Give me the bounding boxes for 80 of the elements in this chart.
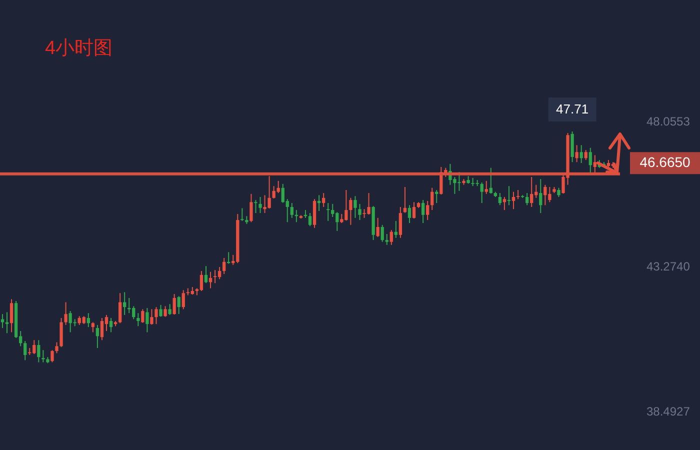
candlestick xyxy=(489,167,492,194)
candlestick xyxy=(570,130,574,163)
candlestick xyxy=(408,204,412,224)
candlestick xyxy=(141,308,144,324)
candlestick xyxy=(412,202,416,220)
candlestick xyxy=(580,144,583,164)
candlestick xyxy=(172,294,176,316)
y-tick-label: 43.2740 xyxy=(646,260,690,274)
candlestick xyxy=(37,340,40,363)
candlestick xyxy=(5,312,9,334)
candlestick xyxy=(512,191,516,210)
candlestick xyxy=(164,306,167,318)
candlestick xyxy=(42,350,45,363)
candlestick xyxy=(64,302,68,326)
candlestick xyxy=(222,257,226,275)
text: 4小时图 xyxy=(45,38,113,59)
candlestick xyxy=(254,200,258,214)
candlestick xyxy=(312,198,316,228)
candlestick xyxy=(502,196,506,211)
candlestick xyxy=(50,350,54,363)
candlestick xyxy=(146,307,149,333)
candlestick xyxy=(24,340,27,361)
candlestick xyxy=(118,292,122,324)
candlestick xyxy=(516,190,520,200)
candlestick xyxy=(380,224,384,242)
candlestick xyxy=(258,196,262,214)
candlestick xyxy=(136,312,140,327)
candlestick xyxy=(575,144,578,163)
candlestick xyxy=(96,324,100,349)
candlestick xyxy=(385,233,388,246)
candlestick xyxy=(177,296,180,315)
annotation: 47.71 xyxy=(556,101,589,116)
candlestick xyxy=(290,202,294,218)
candlestick xyxy=(123,292,126,316)
text: 46.6650 xyxy=(640,154,691,170)
candlestick xyxy=(322,192,326,208)
candlestick xyxy=(240,208,244,222)
candlestick xyxy=(507,186,511,206)
candlestick xyxy=(182,290,185,310)
candlestick xyxy=(100,317,104,341)
candlestick xyxy=(250,193,253,223)
candlestick xyxy=(588,147,592,174)
candlestick xyxy=(498,192,502,206)
candlestick xyxy=(480,182,484,204)
candlestick xyxy=(376,217,380,238)
candlestick xyxy=(218,266,222,280)
candlestick xyxy=(394,220,398,238)
candlestick xyxy=(150,308,154,326)
candlestick xyxy=(557,187,560,198)
y-tick-label: 38.4927 xyxy=(646,404,690,419)
candlestick xyxy=(484,180,488,194)
candlestick xyxy=(308,212,312,227)
candlestick xyxy=(326,202,330,222)
candlestick xyxy=(593,154,596,174)
candlestick xyxy=(91,322,95,333)
candlestick xyxy=(398,206,402,238)
candlestick xyxy=(0,314,4,328)
candlestick xyxy=(421,200,425,224)
candlestick xyxy=(426,200,430,221)
candlestick xyxy=(584,149,588,160)
candlestick xyxy=(349,197,352,226)
candlestick xyxy=(525,192,529,206)
candlestick xyxy=(86,312,90,328)
y-tick-label: 48.0553 xyxy=(646,114,690,128)
candlestick xyxy=(539,178,542,214)
candlestick xyxy=(204,266,208,284)
candlestick xyxy=(213,270,217,284)
candlestick xyxy=(430,187,434,211)
candlestick xyxy=(358,203,362,221)
candlestick xyxy=(390,230,393,246)
candlestick xyxy=(530,176,534,208)
candlestick xyxy=(109,317,113,333)
candlestick xyxy=(200,270,204,292)
candlestick xyxy=(10,298,14,333)
candlestick xyxy=(159,304,162,318)
candlestick xyxy=(168,304,172,316)
candlestick xyxy=(55,342,58,354)
candlestick xyxy=(354,196,357,218)
candlestick xyxy=(154,306,158,325)
candlestick xyxy=(60,317,63,348)
